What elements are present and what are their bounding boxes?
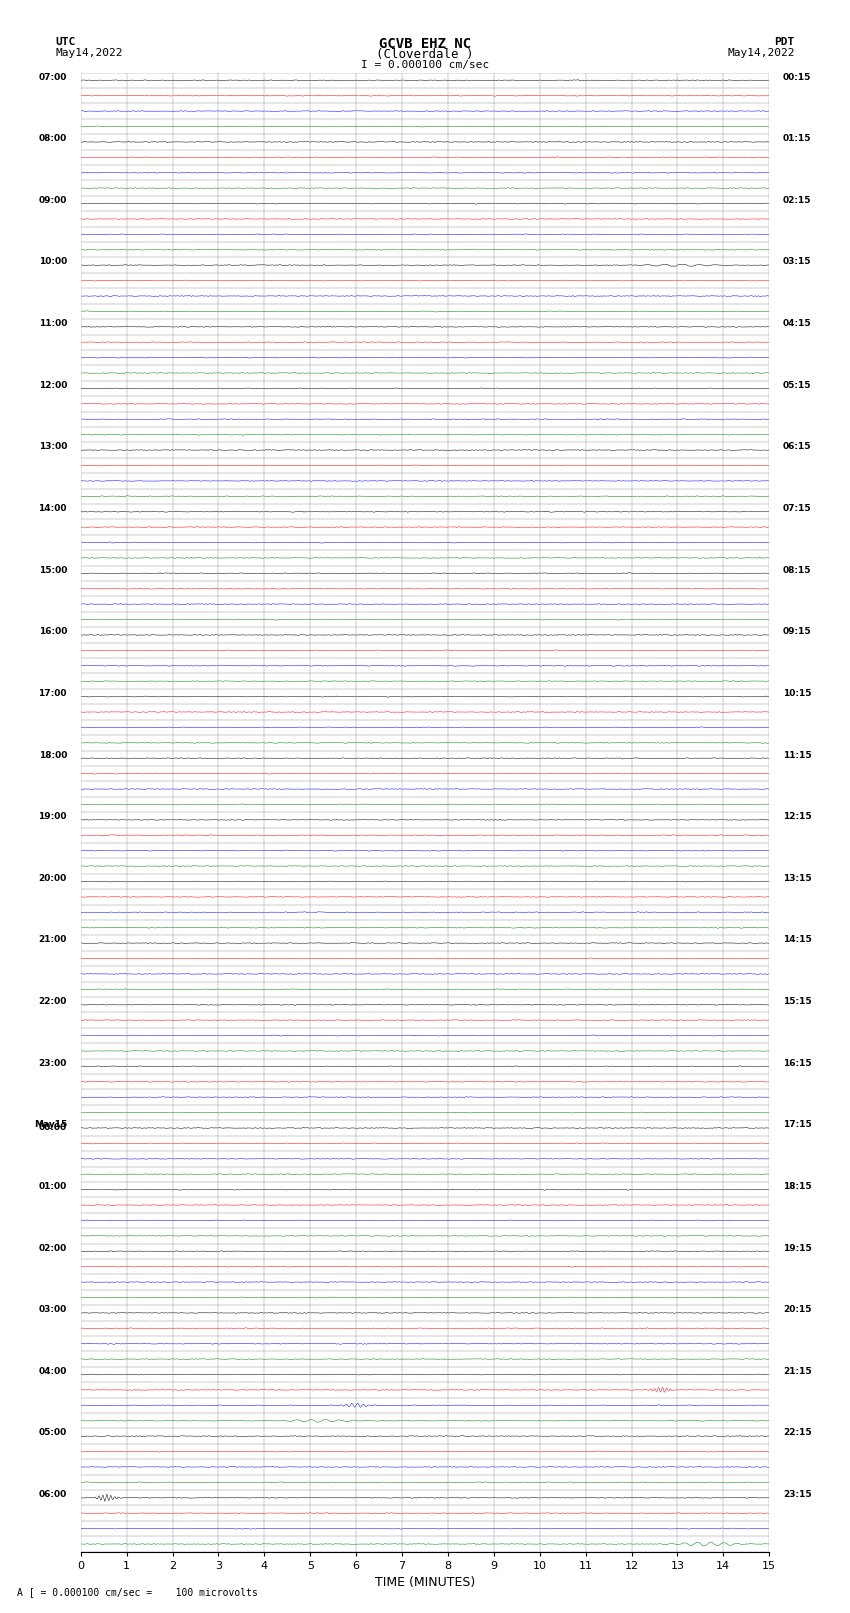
- Text: 14:00: 14:00: [38, 503, 67, 513]
- Text: (Cloverdale ): (Cloverdale ): [377, 48, 473, 61]
- Text: 12:15: 12:15: [783, 813, 812, 821]
- Text: 17:15: 17:15: [783, 1121, 812, 1129]
- Text: 17:00: 17:00: [38, 689, 67, 698]
- Text: 03:00: 03:00: [39, 1305, 67, 1315]
- Text: 08:15: 08:15: [783, 566, 812, 574]
- Text: 14:15: 14:15: [783, 936, 812, 944]
- Text: 01:15: 01:15: [783, 134, 812, 144]
- Text: 18:00: 18:00: [38, 750, 67, 760]
- Text: 04:15: 04:15: [783, 319, 812, 327]
- Text: 12:00: 12:00: [38, 381, 67, 390]
- Text: 05:00: 05:00: [39, 1429, 67, 1437]
- Text: 02:00: 02:00: [39, 1244, 67, 1253]
- Text: 23:00: 23:00: [38, 1058, 67, 1068]
- Text: 21:00: 21:00: [38, 936, 67, 944]
- Text: A [ = 0.000100 cm/sec =    100 microvolts: A [ = 0.000100 cm/sec = 100 microvolts: [17, 1587, 258, 1597]
- Text: 04:00: 04:00: [38, 1366, 67, 1376]
- Text: 19:15: 19:15: [783, 1244, 812, 1253]
- Text: 16:00: 16:00: [38, 627, 67, 636]
- Text: 16:15: 16:15: [783, 1058, 812, 1068]
- Text: 18:15: 18:15: [783, 1182, 812, 1190]
- Text: 03:15: 03:15: [783, 258, 812, 266]
- Text: 10:00: 10:00: [39, 258, 67, 266]
- Text: 01:00: 01:00: [39, 1182, 67, 1190]
- Text: 09:15: 09:15: [783, 627, 812, 636]
- Text: May15: May15: [34, 1121, 67, 1129]
- Text: 15:15: 15:15: [783, 997, 812, 1007]
- Text: 05:15: 05:15: [783, 381, 812, 390]
- Text: 20:00: 20:00: [39, 874, 67, 882]
- Text: 00:15: 00:15: [783, 73, 812, 82]
- Text: PDT: PDT: [774, 37, 795, 47]
- Text: 06:00: 06:00: [39, 1490, 67, 1498]
- Text: 13:15: 13:15: [783, 874, 812, 882]
- Text: May14,2022: May14,2022: [55, 48, 122, 58]
- Text: 07:15: 07:15: [783, 503, 812, 513]
- Text: I = 0.000100 cm/sec: I = 0.000100 cm/sec: [361, 60, 489, 69]
- Text: 11:15: 11:15: [783, 750, 812, 760]
- Text: 09:00: 09:00: [38, 195, 67, 205]
- Text: 11:00: 11:00: [38, 319, 67, 327]
- Text: 20:15: 20:15: [783, 1305, 812, 1315]
- Text: GCVB EHZ NC: GCVB EHZ NC: [379, 37, 471, 52]
- Text: 10:15: 10:15: [783, 689, 812, 698]
- Text: 22:00: 22:00: [38, 997, 67, 1007]
- X-axis label: TIME (MINUTES): TIME (MINUTES): [375, 1576, 475, 1589]
- Text: 21:15: 21:15: [783, 1366, 812, 1376]
- Text: May14,2022: May14,2022: [728, 48, 795, 58]
- Text: 15:00: 15:00: [38, 566, 67, 574]
- Text: 23:15: 23:15: [783, 1490, 812, 1498]
- Text: 19:00: 19:00: [38, 813, 67, 821]
- Text: 06:15: 06:15: [783, 442, 812, 452]
- Text: 02:15: 02:15: [783, 195, 812, 205]
- Text: 00:00: 00:00: [39, 1123, 67, 1132]
- Text: 22:15: 22:15: [783, 1429, 812, 1437]
- Text: 08:00: 08:00: [39, 134, 67, 144]
- Text: UTC: UTC: [55, 37, 76, 47]
- Text: 13:00: 13:00: [38, 442, 67, 452]
- Text: 07:00: 07:00: [38, 73, 67, 82]
